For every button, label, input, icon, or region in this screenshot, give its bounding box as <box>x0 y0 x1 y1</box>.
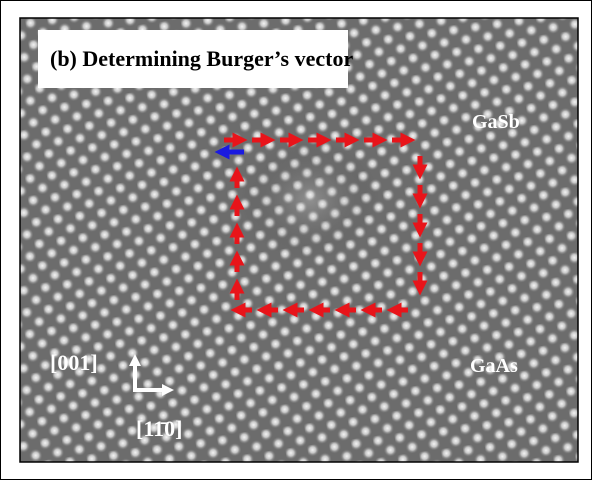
direction-label: [11̄0] <box>136 416 182 441</box>
direction-label: [001] <box>50 350 98 375</box>
figure: (b) Determining Burger’s vector GaSb GaA… <box>0 0 592 480</box>
title: (b) Determining Burger’s vector <box>50 46 353 71</box>
bright-region <box>240 140 380 260</box>
material-label: GaAs <box>470 355 518 377</box>
material-label: GaSb <box>472 111 520 133</box>
